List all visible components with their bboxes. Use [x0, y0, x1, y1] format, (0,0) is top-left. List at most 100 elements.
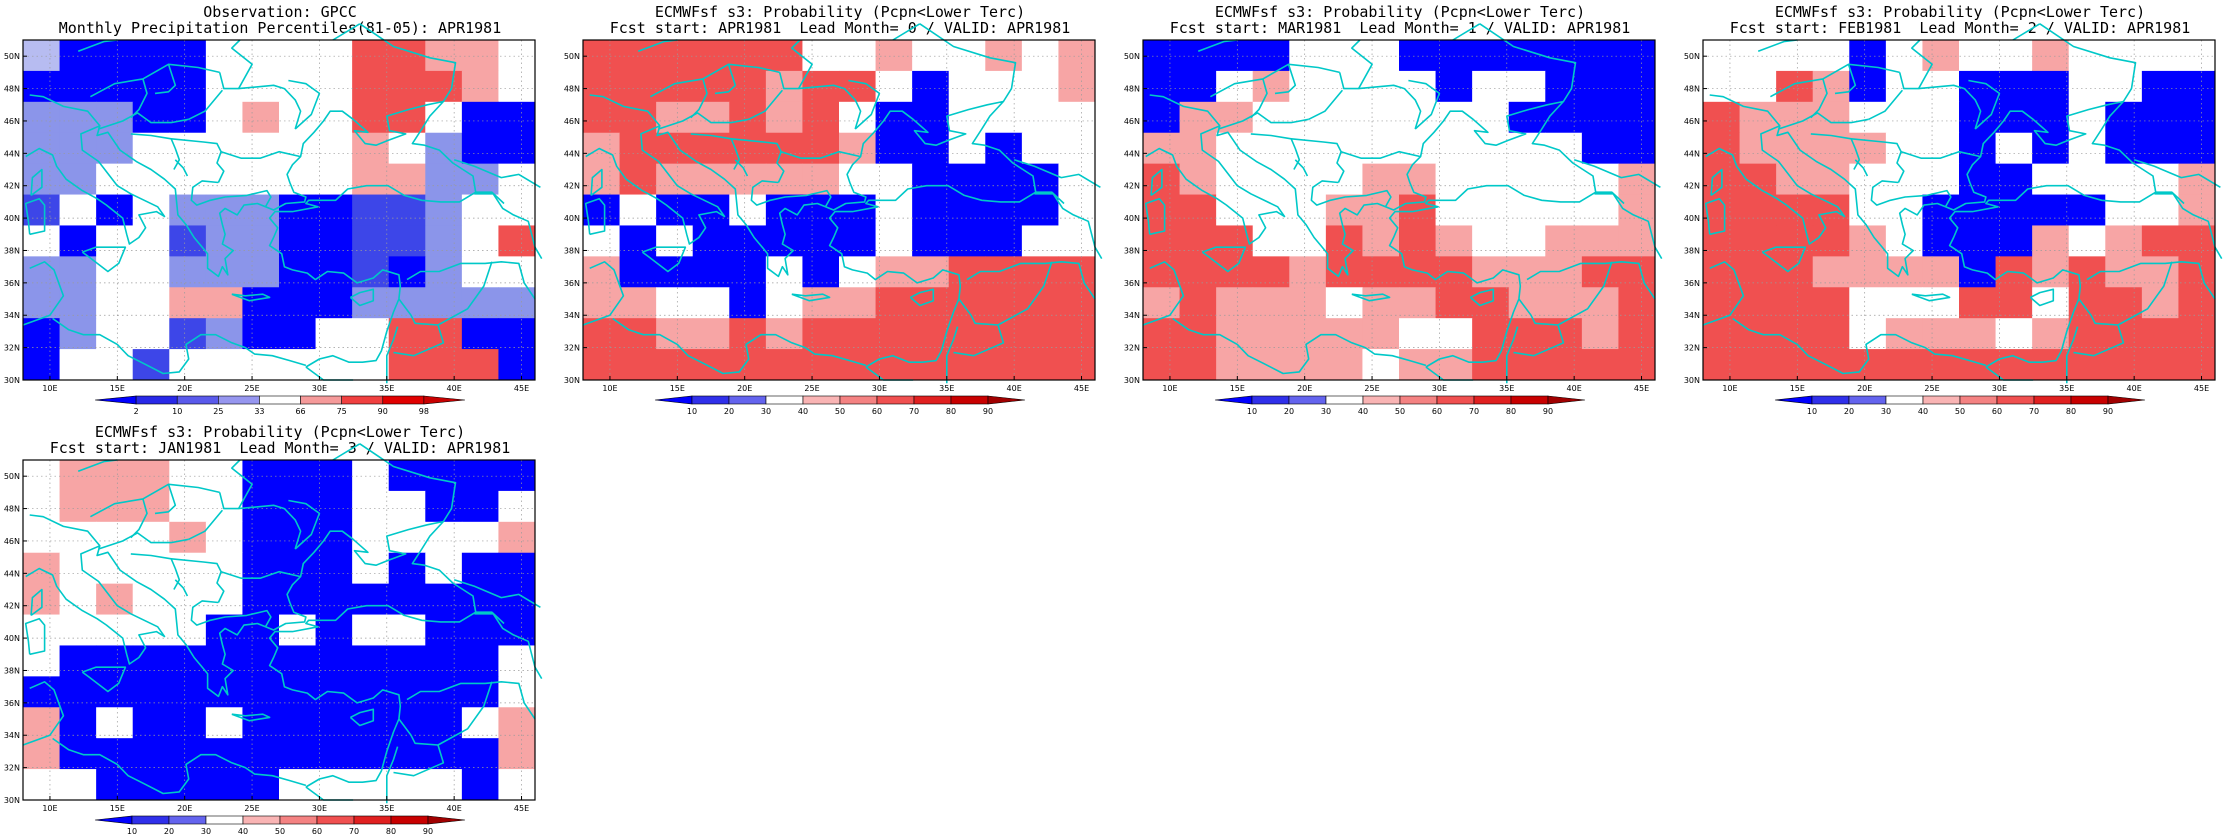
grid-cell: [1252, 287, 1290, 319]
x-tick-label: 25E: [1924, 384, 1939, 393]
grid-cell: [765, 287, 803, 319]
grid-cell: [23, 70, 61, 103]
coastline: [453, 579, 541, 608]
grid-cell: [1325, 132, 1363, 165]
grid-cell: [242, 460, 280, 492]
grid-cell: [802, 225, 840, 257]
grid-cell: [619, 194, 657, 226]
grid-cell: [1143, 40, 1181, 72]
colorbar-swatch: [94, 395, 137, 405]
y-tick-label: 40N: [564, 214, 580, 223]
coastline: [98, 112, 189, 130]
grid-cell: [352, 225, 390, 257]
y-tick-label: 32N: [1124, 344, 1140, 353]
colorbar-tick-label: 50: [275, 827, 285, 836]
colorbar-tick-label: 20: [1284, 407, 1294, 416]
grid-cell: [1922, 40, 1960, 72]
y-tick-label: 36N: [1124, 279, 1140, 288]
grid-cell: [1618, 70, 1656, 103]
grid-cell: [619, 70, 657, 103]
grid-cell: [1143, 70, 1181, 103]
grid-cell: [352, 163, 390, 196]
coastline: [1172, 317, 1427, 375]
grid-cell: [1812, 318, 1850, 350]
coastline: [349, 708, 375, 727]
grid-cell: [1289, 225, 1327, 257]
grid-cell: [1216, 225, 1254, 257]
coastlines: [582, 23, 1103, 384]
grid-cell: [498, 318, 536, 350]
x-tick-label: 25E: [804, 384, 819, 393]
grid-cell: [692, 101, 730, 134]
coastline: [1898, 72, 1982, 130]
coastline: [650, 63, 780, 98]
grid-cell: [1289, 101, 1327, 134]
grid-cell: [1216, 70, 1254, 103]
coastline: [2155, 191, 2185, 205]
grid-cell: [1703, 40, 1741, 72]
grid-cell: [1435, 132, 1473, 165]
grid-cell: [279, 163, 317, 196]
coastline: [658, 112, 749, 130]
grid-cell: [2178, 256, 2216, 288]
grid-cell: [2105, 132, 2143, 165]
grid-cell: [425, 769, 463, 801]
coastline: [1469, 288, 1495, 307]
coastline: [1870, 180, 1952, 208]
coastline: [1778, 112, 1869, 130]
colorbar-tick-label: 66: [295, 407, 305, 416]
coastline: [359, 23, 457, 102]
grid-cell: [1252, 70, 1290, 103]
grid-cell: [1995, 287, 2033, 319]
coastline: [24, 617, 46, 656]
coastline: [81, 666, 127, 693]
colorbar-tick-label: 80: [946, 407, 956, 416]
grid-cell: [1812, 256, 1850, 288]
grid-cell: [169, 676, 207, 708]
grid-cell: [169, 490, 207, 523]
coastline: [1201, 246, 1247, 273]
grid-cell: [461, 101, 499, 134]
grid-cell: [1325, 70, 1363, 103]
panel-obs: Observation: GPCC Monthly Precipitation …: [0, 0, 560, 420]
grid-cell: [425, 460, 463, 492]
grid-cell: [985, 101, 1023, 134]
coastline: [231, 39, 253, 89]
grid-cell: [1922, 225, 1960, 257]
grid-cell: [425, 101, 463, 134]
grid-cell: [948, 225, 986, 257]
x-tick-label: 20E: [177, 384, 192, 393]
grid-cell: [242, 318, 280, 350]
grid-cell: [96, 194, 134, 226]
colorbar: 2 10 25 33 66 75 90 98: [94, 395, 466, 416]
x-tick-label: 20E: [737, 384, 752, 393]
grid-cell: [1058, 287, 1096, 319]
grid-cell: [985, 40, 1023, 72]
y-tick-label: 36N: [4, 279, 20, 288]
coastline: [90, 483, 220, 518]
grid-cell: [59, 225, 97, 257]
grid-cell: [619, 349, 657, 381]
colorbar-swatch: [1362, 395, 1401, 405]
colorbar-swatch: [1885, 395, 1924, 405]
coastlines: [1142, 23, 1663, 384]
grid-cell: [498, 707, 536, 739]
grid-cell: [279, 318, 317, 350]
grid-cell: [912, 194, 950, 226]
coastline: [1210, 63, 1340, 98]
grid-cell: [498, 645, 536, 677]
y-tick-label: 30N: [1124, 376, 1140, 385]
grid-cell: [23, 614, 61, 646]
grid-cell: [1849, 318, 1887, 350]
coastline: [30, 588, 43, 617]
grid-cell: [875, 40, 913, 72]
grid-cell: [1179, 318, 1217, 350]
grid-cell: [1922, 318, 1960, 350]
grid-cell: [583, 40, 621, 72]
grid-cell: [912, 163, 950, 196]
coastline: [231, 293, 271, 302]
grid-cell: [242, 707, 280, 739]
grid-cell: [2141, 132, 2179, 165]
map-frame: [582, 39, 1096, 381]
y-tick-label: 34N: [1124, 311, 1140, 320]
